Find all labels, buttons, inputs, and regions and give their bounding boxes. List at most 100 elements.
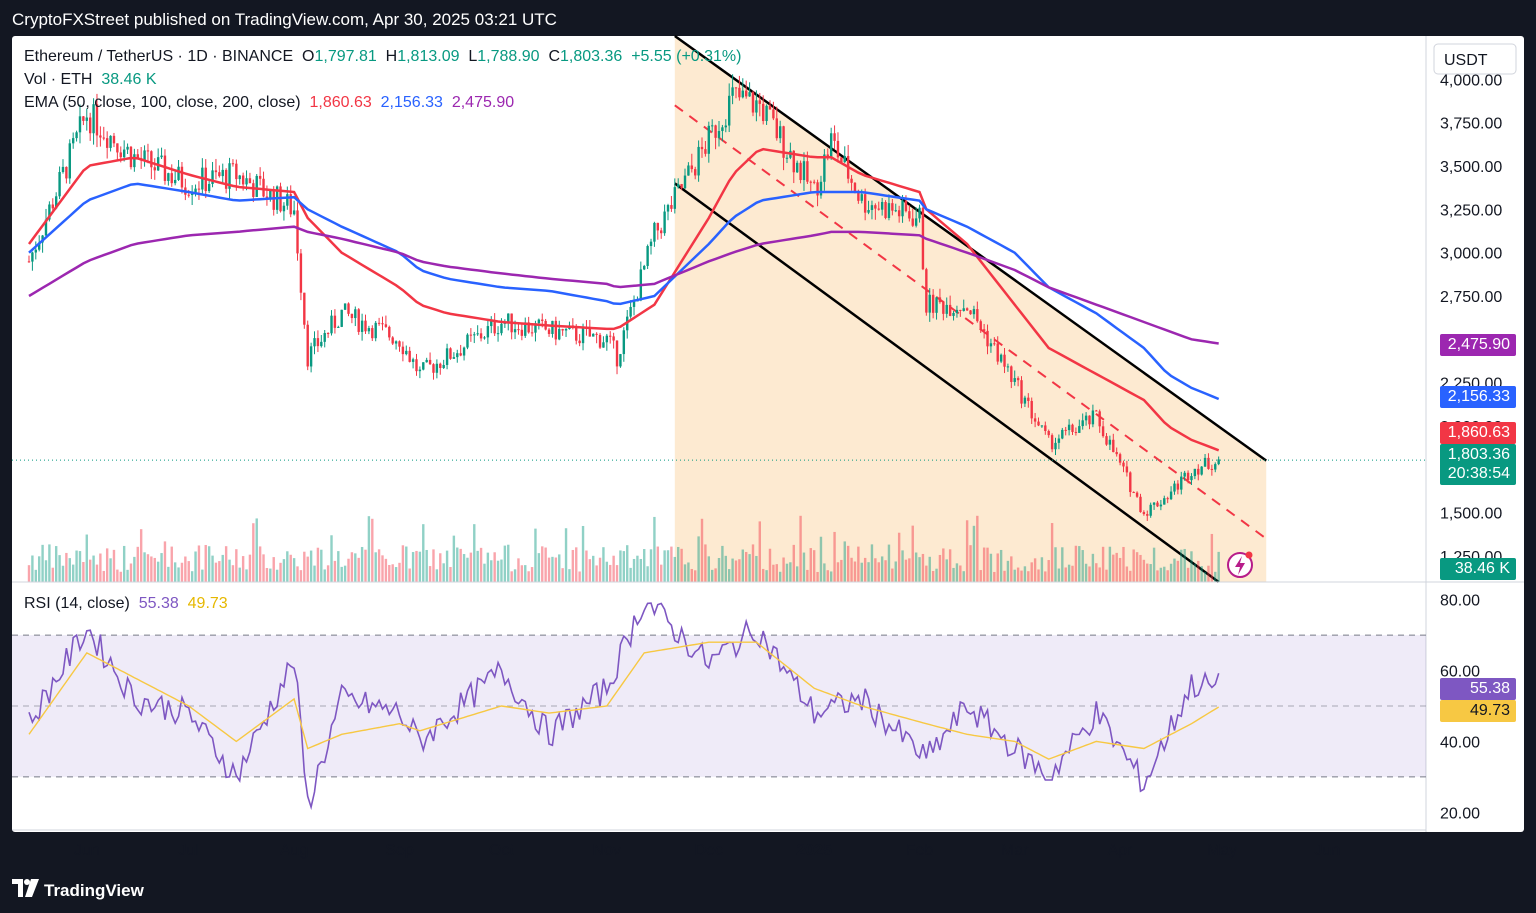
candle-body	[908, 211, 911, 219]
candle-body	[85, 117, 88, 121]
candle-body	[1125, 466, 1129, 473]
candle-body	[687, 165, 690, 176]
candle-body	[1183, 472, 1186, 477]
candle-body	[1207, 457, 1210, 469]
candle-body	[520, 329, 524, 336]
volume-bar	[1142, 559, 1146, 582]
volume-bar	[1159, 567, 1163, 582]
volume-bar	[785, 563, 789, 582]
volume-bar	[374, 552, 377, 582]
currency-button[interactable]	[1433, 43, 1517, 75]
volume-bar	[384, 558, 388, 582]
candle-body	[37, 242, 41, 250]
candle-body	[95, 104, 99, 136]
volume-bar	[850, 557, 853, 582]
candle-body	[112, 135, 116, 144]
volume-label[interactable]: Vol · ETH	[24, 71, 93, 88]
candle-body	[296, 210, 299, 254]
candle-body	[744, 90, 748, 97]
volume-bar	[1149, 564, 1152, 582]
candle-body	[595, 333, 598, 335]
candle-body	[44, 219, 48, 236]
rsi-value: 55.38	[138, 595, 179, 612]
candle-body	[751, 92, 755, 113]
candle-body	[918, 207, 921, 219]
candle-body	[1163, 498, 1166, 505]
price-tick-label: 3,500.00	[1440, 159, 1502, 176]
volume-bar	[177, 567, 180, 582]
volume-bar	[418, 551, 422, 582]
volume-bar	[422, 524, 425, 582]
open-label: O	[302, 48, 315, 65]
candle-body	[901, 200, 904, 217]
candle-body	[1088, 415, 1091, 425]
volume-bar	[1122, 546, 1125, 582]
volume-bar	[224, 546, 228, 582]
volume-bar	[309, 550, 313, 582]
candle-body	[711, 125, 714, 127]
volume-bar	[778, 571, 782, 582]
volume-bar	[1108, 546, 1112, 582]
volume-bar	[683, 564, 687, 582]
candle-body	[27, 261, 31, 263]
candle-body	[153, 167, 156, 171]
volume-bar	[965, 520, 969, 582]
rsi-pane	[12, 602, 1426, 811]
bolt-icon[interactable]	[1227, 551, 1253, 578]
candle-body	[483, 337, 486, 339]
candle-body	[894, 210, 897, 212]
volume-bar	[221, 554, 224, 582]
candle-body	[755, 100, 758, 113]
candle-body	[160, 155, 163, 158]
candle-body	[622, 330, 626, 355]
volume-bar	[493, 552, 496, 582]
high-value: 1,813.09	[397, 48, 460, 65]
candle-body	[384, 324, 388, 327]
candle-body	[435, 363, 439, 373]
candle-body	[173, 179, 177, 184]
volume-bar	[275, 569, 279, 582]
candle-body	[439, 363, 442, 368]
candle-body	[462, 347, 466, 356]
volume-bar	[857, 546, 860, 582]
volume-bar	[758, 521, 761, 582]
candle-body	[1084, 415, 1088, 421]
candle-body	[853, 182, 857, 193]
volume-bar	[1098, 567, 1101, 582]
volume-bar	[286, 551, 289, 582]
candle-body	[734, 87, 738, 89]
volume-bar	[258, 546, 262, 582]
volume-bar	[826, 570, 829, 582]
candle-body	[1197, 468, 1200, 475]
time-tick-label: Aug	[280, 842, 308, 859]
volume-bar	[537, 553, 541, 582]
volume-bar	[303, 551, 306, 582]
candle-body	[1135, 492, 1139, 497]
volume-bar	[530, 567, 534, 582]
volume-bar	[843, 541, 846, 582]
volume-bar	[884, 560, 887, 582]
volume-bar	[1061, 547, 1064, 582]
candle-body	[605, 335, 609, 343]
volume-bar	[102, 570, 105, 582]
rsi-label[interactable]: RSI (14, close)	[24, 595, 130, 612]
ema-label[interactable]: EMA (50, close, 100, close, 200, close)	[24, 94, 301, 111]
time-tick-label: Nov	[593, 842, 621, 859]
volume-bar	[248, 554, 252, 582]
volume-bar	[867, 562, 870, 582]
candle-body	[1142, 512, 1146, 515]
symbol-title[interactable]: Ethereum / TetherUS · 1D · BINANCE	[24, 48, 294, 65]
volume-bar	[982, 547, 986, 582]
candle-body	[48, 204, 51, 220]
volume-bar	[931, 570, 935, 582]
high-label: H	[385, 48, 398, 65]
volume-bar	[707, 556, 711, 582]
volume-bar	[394, 567, 398, 582]
candle-body	[996, 343, 999, 362]
volume-bar	[962, 571, 965, 582]
candle-body	[598, 334, 602, 348]
candle-body	[891, 203, 894, 211]
candle-body	[415, 359, 418, 372]
volume-bar	[1203, 571, 1207, 582]
